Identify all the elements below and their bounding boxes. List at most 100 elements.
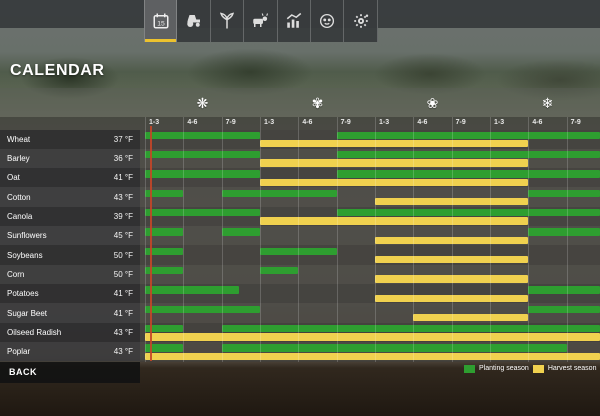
crop-name: Sugar Beet <box>7 308 48 318</box>
tab-crops[interactable] <box>211 0 245 42</box>
germination-temp: 39 °F <box>113 211 133 221</box>
harvest-legend-swatch <box>532 364 544 373</box>
grid-column-line <box>145 117 146 362</box>
back-button-label: BACK <box>9 367 37 377</box>
harvest-bar <box>374 275 529 283</box>
season-2-icon: ✾ <box>311 94 324 111</box>
period-label: 7-9 <box>455 119 466 126</box>
harvest-bar <box>374 256 529 264</box>
planting-bar <box>259 247 337 256</box>
crop-row-label: Cotton 43 °F <box>0 187 140 207</box>
period-label: 4-6 <box>417 119 428 126</box>
crop-row-track <box>140 245 600 265</box>
germination-temp: 43 °F <box>113 192 133 202</box>
season-1-icon: ❋ <box>196 94 209 111</box>
crop-row-label: Wheat 37 °F <box>0 129 140 149</box>
season-4-icon: ❄ <box>541 94 554 111</box>
germination-temp: 50 °F <box>113 269 133 279</box>
crop-row-label: Poplar 43 °F <box>0 342 140 362</box>
planting-bar <box>145 325 184 333</box>
seedling-icon <box>218 12 236 30</box>
period-label: 4-6 <box>187 119 198 126</box>
crop-row-label: Sunflowers 45 °F <box>0 226 140 246</box>
grid-column-line <box>489 117 491 362</box>
grid-column-line <box>413 117 415 362</box>
period-label: 1-3 <box>493 119 505 126</box>
tab-animals[interactable] <box>244 0 278 42</box>
svg-text:15: 15 <box>157 21 165 28</box>
germination-temp: 41 °F <box>113 173 133 183</box>
chart-icon <box>285 12 303 30</box>
planting-bar <box>145 228 184 236</box>
season-header: ❀ <box>375 90 490 116</box>
tractor-icon <box>185 12 203 30</box>
harvest-bar <box>374 294 529 303</box>
tab-help[interactable] <box>311 0 345 42</box>
planting-bar <box>145 305 260 314</box>
tab-finances[interactable] <box>278 0 311 42</box>
tab-calendar[interactable]: 15 <box>144 0 178 42</box>
season-3-icon: ❀ <box>426 94 439 111</box>
tab-settings[interactable] <box>344 0 378 42</box>
calendar-icon: 15 <box>152 12 170 30</box>
harvest-bar <box>259 178 529 187</box>
gear-icon <box>352 12 370 30</box>
planting-bar <box>528 189 600 198</box>
harvest-bar <box>413 314 529 322</box>
grid-column-line <box>374 117 376 362</box>
page-title: CALENDAR <box>10 62 105 79</box>
period-label: 4-6 <box>302 119 313 126</box>
crop-row-label: Potatoes 41 °F <box>0 284 140 304</box>
menu-tab-bar: 15 <box>144 0 378 42</box>
cow-icon <box>251 12 269 30</box>
crop-name: Sunflowers <box>7 231 47 241</box>
germination-temp: 41 °F <box>113 289 133 299</box>
season-header: ❋ <box>145 90 260 116</box>
crop-name: Potatoes <box>7 289 39 299</box>
crop-name: Oilseed Radish <box>7 327 62 337</box>
crop-row-label: Oilseed Radish 43 °F <box>0 322 140 343</box>
crop-row-track <box>140 264 600 285</box>
planting-bar <box>221 325 600 333</box>
planting-bar <box>145 189 184 198</box>
planting-bar <box>259 267 299 275</box>
harvest-bar <box>259 140 529 148</box>
grid-column-line <box>259 117 261 362</box>
season-header-strip <box>0 88 600 117</box>
crop-row-label: Soybeans 50 °F <box>0 245 140 265</box>
back-button[interactable]: BACK <box>0 361 140 383</box>
harvest-legend-label: Harvest season <box>547 365 597 372</box>
period-label: 1-3 <box>149 119 160 126</box>
crop-name: Oat <box>7 173 20 183</box>
period-label: 4-6 <box>532 119 543 126</box>
crop-name: Barley <box>7 153 30 163</box>
planting-bar <box>528 305 600 314</box>
germination-temp: 36 °F <box>113 153 133 163</box>
harvest-bar <box>374 236 529 245</box>
planting-legend-swatch <box>464 364 475 373</box>
crop-row-label: Sugar Beet 41 °F <box>0 303 140 323</box>
planting-bar <box>336 131 600 140</box>
crop-row-label: Barley 36 °F <box>0 148 140 169</box>
planting-bar <box>145 344 184 352</box>
planting-bar <box>145 131 260 140</box>
crop-row-label: Oat 41 °F <box>0 168 140 188</box>
harvest-bar <box>259 159 529 167</box>
current-day-line <box>149 126 152 361</box>
crop-row-label: Corn 50 °F <box>0 264 140 285</box>
harvest-bar <box>259 217 529 225</box>
planting-bar <box>145 209 260 217</box>
harvest-bar <box>374 198 529 206</box>
period-label: 7-9 <box>225 119 236 126</box>
assistant-icon <box>318 12 336 30</box>
germination-temp: 50 °F <box>113 250 133 260</box>
grid-column-line <box>336 117 338 362</box>
planting-bar <box>221 228 260 236</box>
tab-vehicles[interactable] <box>177 0 211 42</box>
period-label: 7-9 <box>340 119 351 126</box>
planting-bar <box>145 286 239 294</box>
germination-temp: 43 °F <box>113 327 133 337</box>
germination-temp: 43 °F <box>113 347 133 357</box>
planting-bar <box>145 151 260 159</box>
